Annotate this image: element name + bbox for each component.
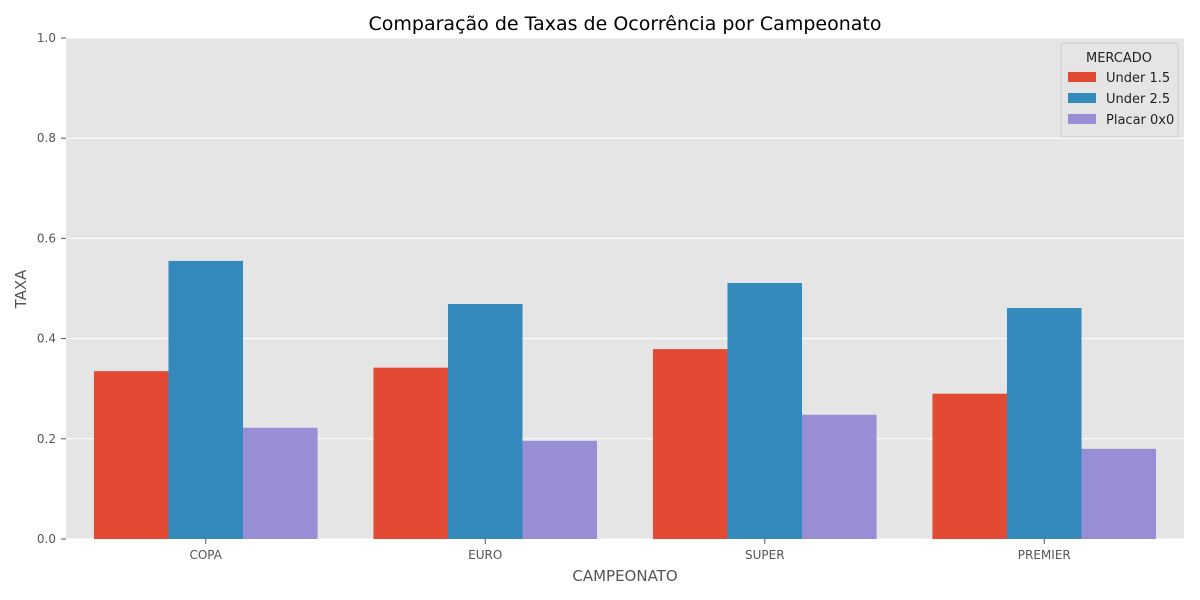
bar-copa-placar-0x0 (243, 427, 318, 539)
bar-copa-under-1-5 (93, 371, 169, 539)
bar-super-under-2-5 (727, 282, 803, 539)
bar-premier-placar-0x0 (1081, 448, 1157, 539)
y-tick-label: 1.0 (37, 31, 56, 45)
legend-swatch (1068, 72, 1096, 82)
legend-label: Placar 0x0 (1106, 113, 1174, 128)
x-tick-label: EURO (468, 548, 502, 562)
bar-premier-under-1-5 (932, 393, 1007, 539)
y-tick-label: 0.8 (37, 131, 56, 145)
bar-super-under-1-5 (652, 349, 728, 539)
legend-swatch (1068, 114, 1096, 124)
bar-premier-under-2-5 (1006, 308, 1082, 539)
x-tick-label: COPA (189, 548, 222, 562)
x-axis-label: CAMPEONATO (572, 567, 677, 585)
y-tick-label: 0.2 (37, 432, 56, 446)
chart-title: Comparação de Taxas de Ocorrência por Ca… (369, 13, 882, 35)
legend-title: MERCADO (1086, 51, 1152, 66)
y-tick-label: 0.6 (37, 231, 56, 245)
bar-euro-under-2-5 (447, 304, 523, 539)
legend-label: Under 1.5 (1106, 71, 1170, 86)
legend-box (1060, 42, 1179, 138)
legend: MERCADO Under 1.5 Under 2.5 Placar 0x0 (1060, 42, 1179, 138)
x-tick-label: SUPER (745, 548, 785, 562)
legend-label: Under 2.5 (1106, 92, 1170, 107)
bar-euro-under-1-5 (373, 367, 448, 539)
bar-super-placar-0x0 (802, 414, 877, 539)
bar-copa-under-2-5 (168, 260, 244, 539)
y-tick-label: 0.4 (37, 332, 56, 346)
bar-euro-placar-0x0 (522, 440, 598, 539)
y-axis-label: TAXA (12, 269, 30, 310)
legend-swatch (1068, 93, 1096, 103)
y-tick-label: 0.0 (37, 532, 56, 546)
x-tick-label: PREMIER (1018, 548, 1071, 562)
